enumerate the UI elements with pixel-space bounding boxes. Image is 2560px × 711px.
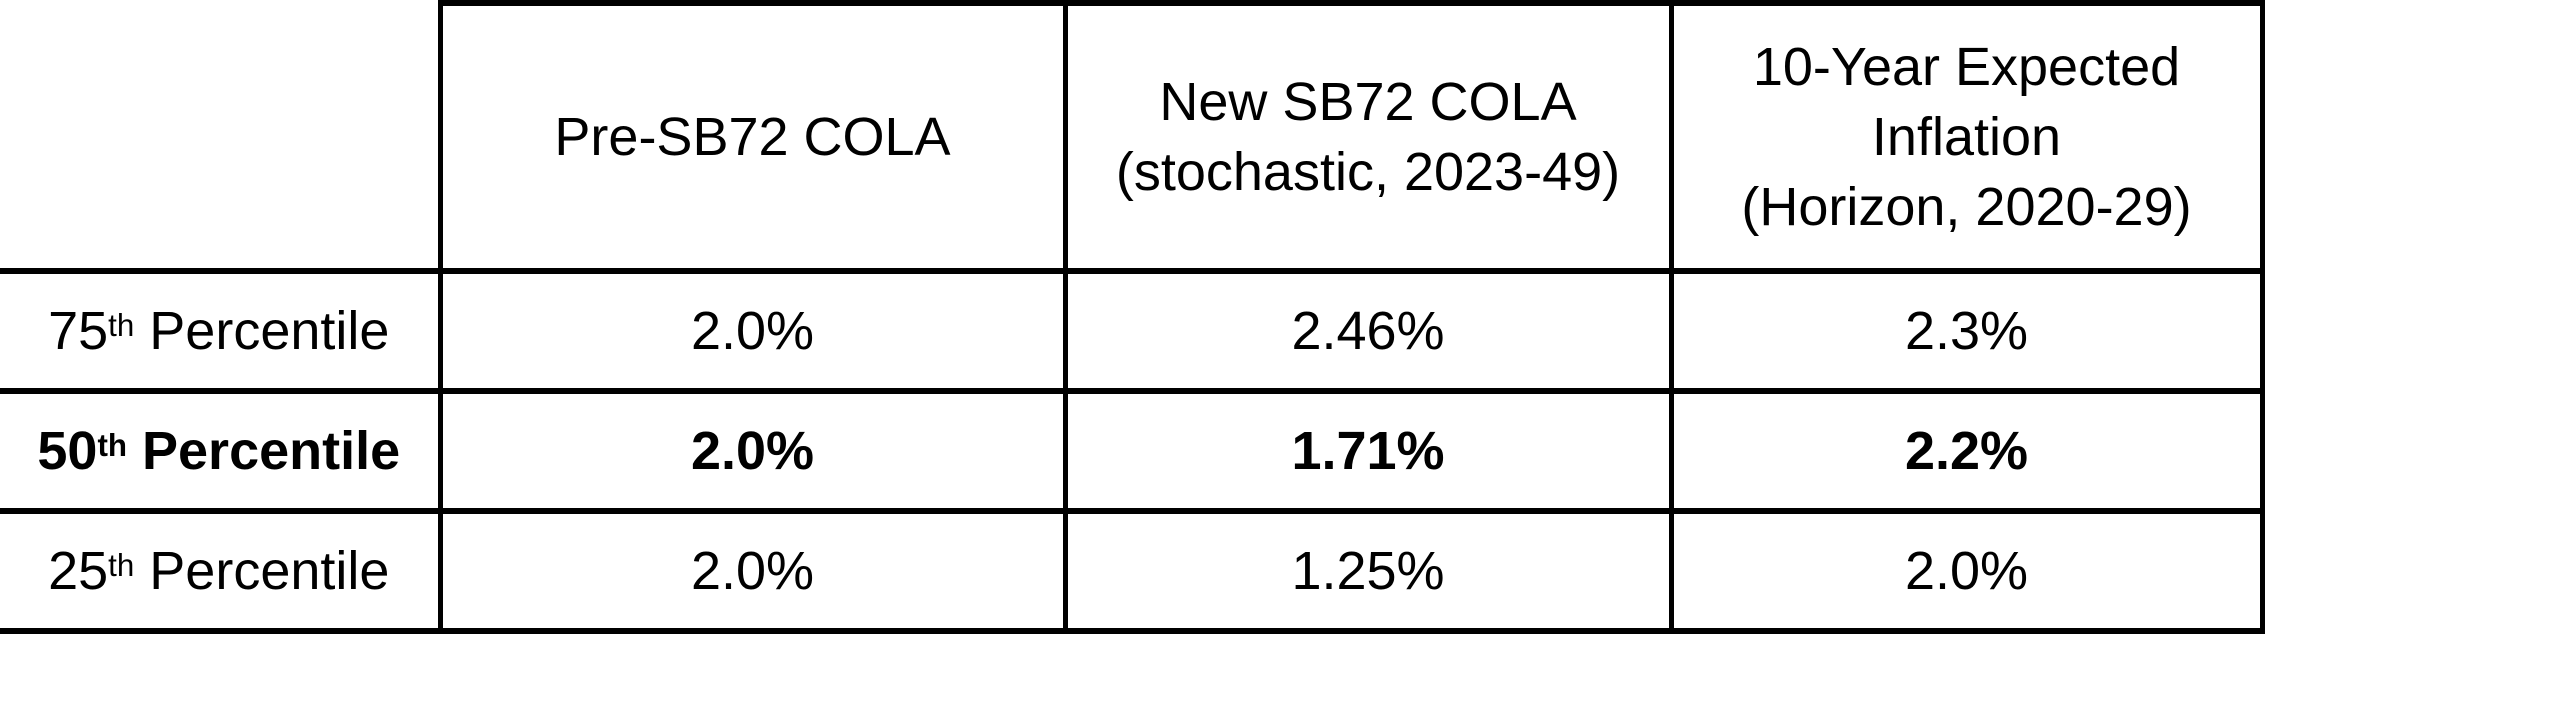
table-row-50th-percentile: 50th Percentile 2.0% 1.71% 2.2% <box>0 388 2265 514</box>
row-label-superscript: th <box>97 427 127 463</box>
row-label-text: Percentile <box>134 300 390 361</box>
row-label-number: 25 <box>48 540 109 601</box>
column-header-new-sb72-cola: New SB72 COLA (stochastic, 2023-49) <box>1062 0 1674 274</box>
corner-cell <box>0 3 443 274</box>
table-header-row: Pre-SB72 COLA New SB72 COLA (stochastic,… <box>0 0 2265 274</box>
header-line: Pre-SB72 COLA <box>554 106 951 167</box>
cell-75th-pre-sb72-cola: 2.0% <box>437 268 1068 394</box>
cell-25th-new-sb72-cola: 1.25% <box>1062 508 1674 634</box>
percentile-cola-table: Pre-SB72 COLA New SB72 COLA (stochastic,… <box>0 0 2265 634</box>
row-label-superscript: th <box>108 307 135 343</box>
cell-25th-pre-sb72-cola: 2.0% <box>437 508 1068 634</box>
cell-50th-pre-sb72-cola: 2.0% <box>437 388 1068 514</box>
row-label-text: Percentile <box>134 540 390 601</box>
header-line: Inflation <box>1871 106 2062 167</box>
header-line: New SB72 COLA <box>1159 71 1577 132</box>
row-label-number: 50 <box>37 420 98 481</box>
row-label-25th-percentile: 25th Percentile <box>0 508 443 634</box>
row-label-text: Percentile <box>127 420 401 481</box>
cell-75th-new-sb72-cola: 2.46% <box>1062 268 1674 394</box>
cell-50th-new-sb72-cola: 1.71% <box>1062 388 1674 514</box>
header-line: (stochastic, 2023-49) <box>1115 142 1621 202</box>
table-row-25th-percentile: 25th Percentile 2.0% 1.25% 2.0% <box>0 508 2265 634</box>
column-header-10-year-expected-inflation: 10-Year Expected Inflation (Horizon, 202… <box>1668 0 2265 274</box>
header-line: (Horizon, 2020-29) <box>1741 177 2192 238</box>
cell-75th-10-year-inflation: 2.3% <box>1668 268 2265 394</box>
row-label-50th-percentile: 50th Percentile <box>0 388 443 514</box>
header-line: 10-Year Expected <box>1752 36 2181 97</box>
table-row-75th-percentile: 75th Percentile 2.0% 2.46% 2.3% <box>0 268 2265 394</box>
column-header-pre-sb72-cola: Pre-SB72 COLA <box>437 0 1068 274</box>
row-label-superscript: th <box>108 547 135 583</box>
row-label-number: 75 <box>48 300 109 361</box>
row-label-75th-percentile: 75th Percentile <box>0 268 443 394</box>
cell-50th-10-year-inflation: 2.2% <box>1668 388 2265 514</box>
cell-25th-10-year-inflation: 2.0% <box>1668 508 2265 634</box>
